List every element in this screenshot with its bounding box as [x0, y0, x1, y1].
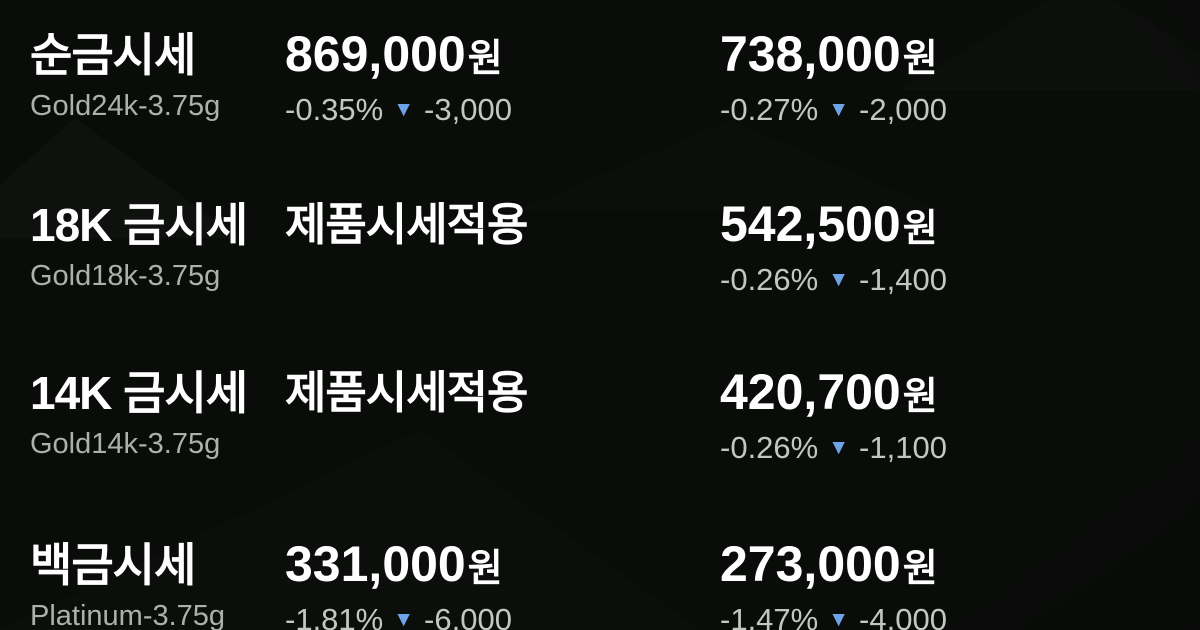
price-cell-second: 738,000원 -0.27% ▼ -2,000	[720, 24, 947, 129]
row-label-cell: 14K 금시세 Gold14k-3.75g	[30, 362, 248, 462]
price-change: -0.35% ▼ -3,000	[285, 91, 512, 129]
row-subtitle: Platinum-3.75g	[30, 600, 226, 630]
price-unit: 원	[467, 548, 503, 590]
down-triangle-icon: ▼	[828, 608, 850, 630]
row-label-cell: 백금시세 Platinum-3.75g	[30, 534, 225, 630]
row-label-cell: 18K 금시세 Gold18k-3.75g	[30, 194, 248, 294]
price-unit: 원	[902, 376, 938, 418]
row-title: 14K 금시세	[30, 367, 248, 419]
price-value: 542,500원	[720, 194, 947, 259]
row-label-cell: 순금시세 Gold24k-3.75g	[30, 24, 220, 124]
price-number: 420,700	[720, 364, 901, 420]
price-value: 331,000원	[285, 534, 512, 599]
price-cell-first: 제품시세적용	[285, 194, 528, 255]
price-change: -1.47% ▼ -4,000	[720, 601, 947, 630]
change-percent: -1.81%	[285, 602, 384, 630]
change-delta: -1,100	[859, 430, 947, 465]
price-number: 542,500	[720, 196, 901, 252]
down-triangle-icon: ▼	[393, 98, 415, 121]
price-cell-first: 제품시세적용	[285, 362, 528, 423]
change-percent: -0.27%	[720, 92, 819, 127]
row-title: 순금시세	[30, 29, 196, 81]
down-triangle-icon: ▼	[393, 608, 415, 630]
price-cell-first: 331,000원 -1.81% ▼ -6,000	[285, 534, 512, 630]
price-unit: 원	[467, 38, 503, 80]
price-row-platinum: 백금시세 Platinum-3.75g 331,000원 -1.81% ▼ -6…	[0, 534, 1200, 630]
change-percent: -0.35%	[285, 92, 384, 127]
row-title: 백금시세	[30, 539, 196, 591]
price-unit: 원	[902, 208, 938, 250]
price-row-gold18k: 18K 금시세 Gold18k-3.75g 제품시세적용 542,500원 -0…	[0, 194, 1200, 324]
price-row-gold24k: 순금시세 Gold24k-3.75g 869,000원 -0.35% ▼ -3,…	[0, 24, 1200, 154]
price-number: 738,000	[720, 26, 901, 82]
down-triangle-icon: ▼	[828, 268, 850, 291]
down-triangle-icon: ▼	[828, 436, 850, 459]
product-price-note: 제품시세적용	[285, 199, 528, 250]
price-unit: 원	[902, 38, 938, 80]
row-subtitle: Gold14k-3.75g	[30, 428, 221, 460]
price-value: 273,000원	[720, 534, 947, 599]
price-change: -0.27% ▼ -2,000	[720, 91, 947, 129]
row-subtitle: Gold18k-3.75g	[30, 260, 221, 292]
change-delta: -2,000	[859, 92, 947, 127]
change-delta: -1,400	[859, 262, 947, 297]
change-percent: -0.26%	[720, 262, 819, 297]
price-number: 331,000	[285, 536, 466, 592]
price-change: -0.26% ▼ -1,400	[720, 261, 947, 299]
down-triangle-icon: ▼	[828, 98, 850, 121]
price-unit: 원	[902, 548, 938, 590]
price-cell-second: 420,700원 -0.26% ▼ -1,100	[720, 362, 947, 467]
change-percent: -0.26%	[720, 430, 819, 465]
price-value: 869,000원	[285, 24, 512, 89]
price-value: 420,700원	[720, 362, 947, 427]
change-delta: -3,000	[424, 92, 512, 127]
price-number: 273,000	[720, 536, 901, 592]
price-cell-second: 273,000원 -1.47% ▼ -4,000	[720, 534, 947, 630]
price-cell-second: 542,500원 -0.26% ▼ -1,400	[720, 194, 947, 299]
change-percent: -1.47%	[720, 602, 819, 630]
price-number: 869,000	[285, 26, 466, 82]
price-change: -0.26% ▼ -1,100	[720, 429, 947, 467]
price-change: -1.81% ▼ -6,000	[285, 601, 512, 630]
row-subtitle: Gold24k-3.75g	[30, 90, 221, 122]
product-price-note: 제품시세적용	[285, 367, 528, 418]
change-delta: -4,000	[859, 602, 947, 630]
change-delta: -6,000	[424, 602, 512, 630]
price-row-gold14k: 14K 금시세 Gold14k-3.75g 제품시세적용 420,700원 -0…	[0, 362, 1200, 492]
row-title: 18K 금시세	[30, 199, 248, 251]
price-value: 738,000원	[720, 24, 947, 89]
price-cell-first: 869,000원 -0.35% ▼ -3,000	[285, 24, 512, 129]
